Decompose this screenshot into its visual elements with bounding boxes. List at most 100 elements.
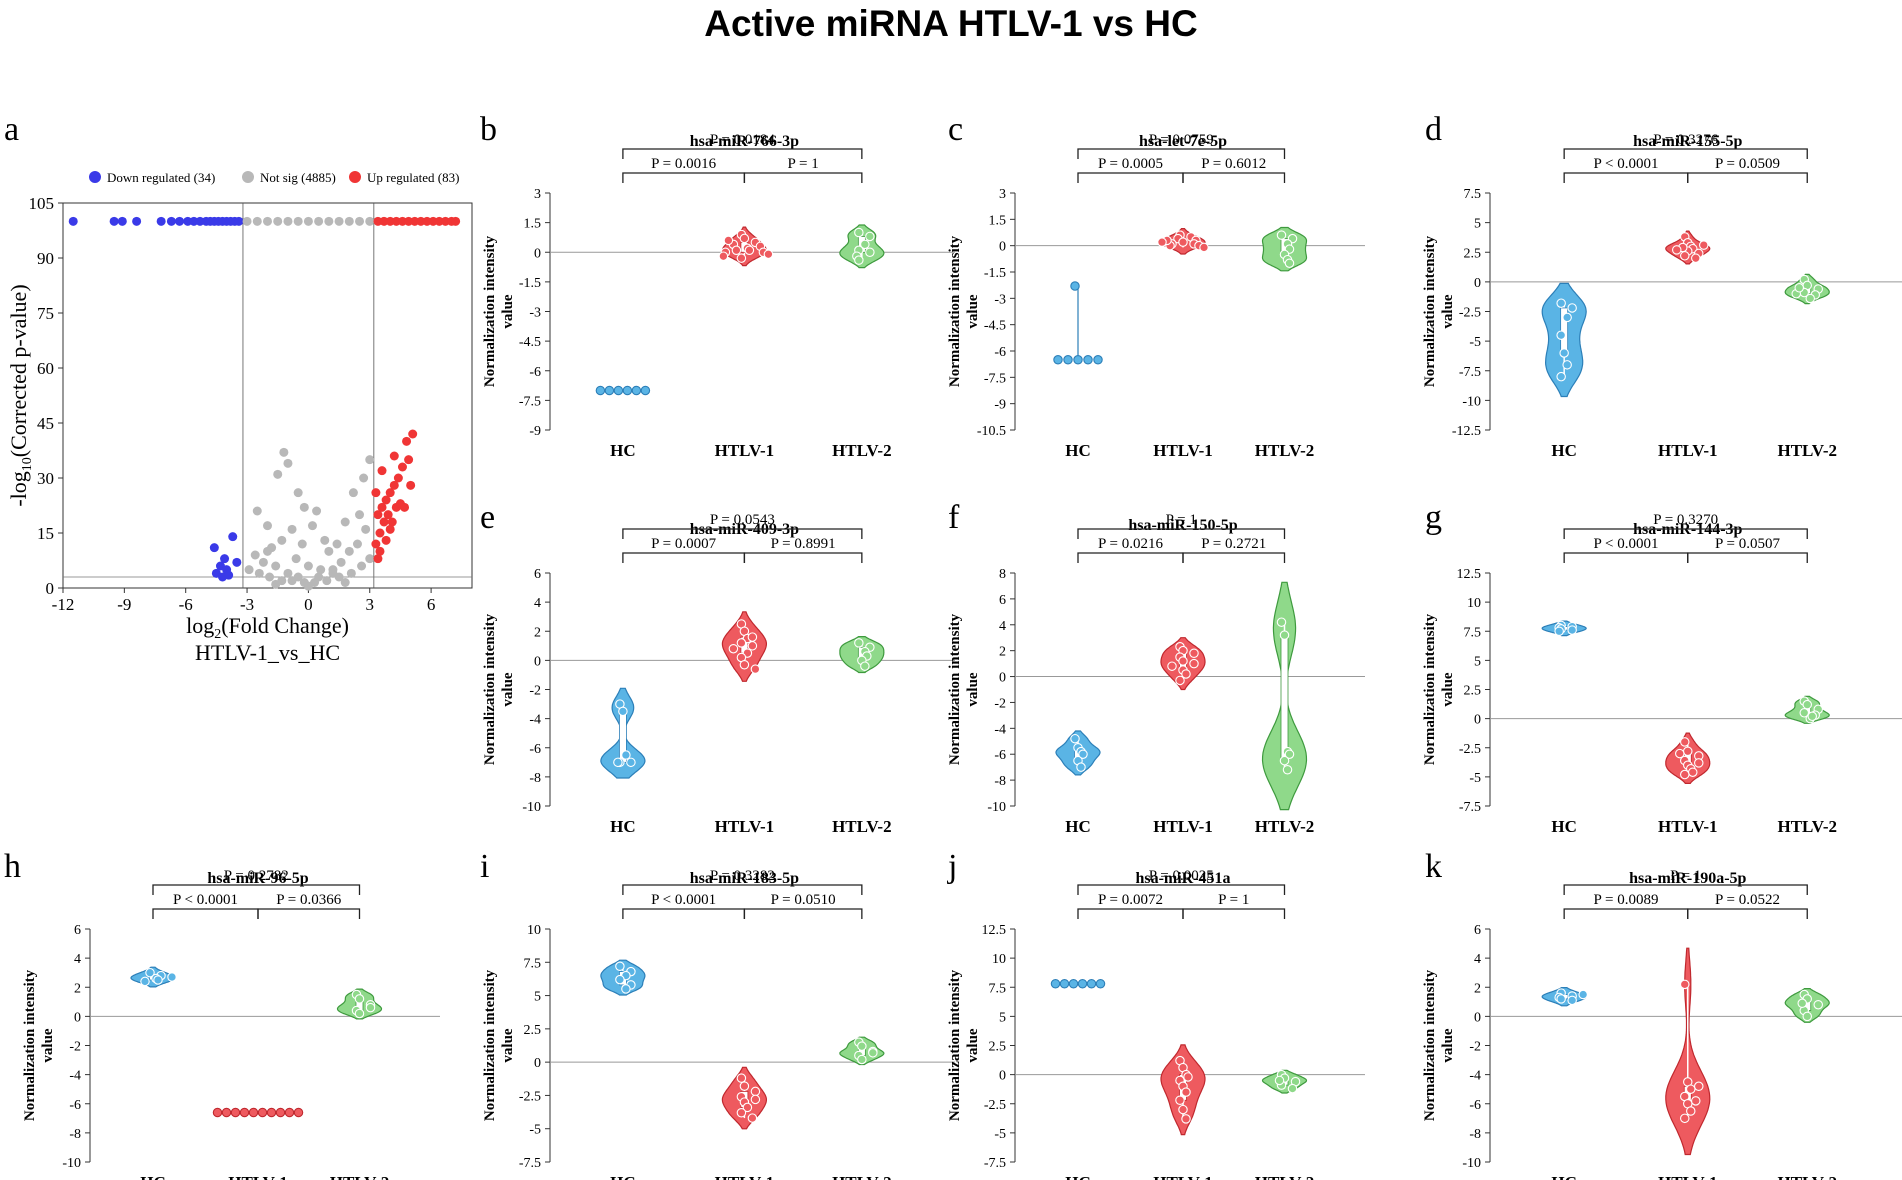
data-point (299, 502, 309, 512)
x-tick-label: HTLV-2 (330, 1173, 390, 1180)
data-point (406, 480, 416, 490)
data-point (379, 517, 389, 527)
group-hc (1053, 281, 1103, 365)
data-point (1070, 281, 1080, 291)
data-point (1083, 355, 1093, 365)
data-point (750, 1094, 761, 1105)
data-point (365, 455, 375, 465)
data-point (451, 216, 461, 226)
data-point (248, 1107, 259, 1118)
pvalue-label: P = 0.3276 (1653, 132, 1718, 148)
data-point (357, 561, 367, 571)
x-tick-label: HTLV-1 (1658, 1173, 1718, 1180)
data-point (860, 239, 870, 250)
data-point (293, 488, 303, 498)
y-axis-label: Normalization intensity value (947, 969, 981, 1121)
y-tick-label: 2 (999, 645, 1006, 660)
group-htlv-2 (336, 988, 383, 1020)
y-tick-label: 2.5 (1464, 684, 1482, 699)
pvalue-bracket: P = 0.2782 (152, 868, 361, 895)
data-point (1559, 348, 1569, 358)
data-point (140, 976, 150, 987)
bracket-line (622, 528, 863, 539)
data-point (1175, 675, 1185, 686)
data-point (297, 539, 307, 549)
y-tick-label: -10 (987, 800, 1006, 815)
data-point (230, 1107, 241, 1118)
x-tick-label: HC (1551, 817, 1577, 836)
data-point (1556, 994, 1566, 1004)
x-axis-label-2: HTLV-1_vs_HC (195, 640, 340, 665)
data-point (621, 750, 631, 760)
pvalue-bracket: P = 0.0072 (1077, 892, 1184, 919)
data-point (132, 216, 142, 226)
pvalue-bracket: P < 0.0001 (1563, 536, 1689, 563)
y-tick-label: 5 (1474, 217, 1481, 232)
data-point (1181, 1087, 1191, 1097)
pvalue-bracket: P = 0.0005 (1077, 156, 1184, 183)
group-hc (1541, 282, 1587, 398)
pvalue-label: P = 0.0366 (276, 892, 341, 908)
data-point (354, 1008, 365, 1019)
y-axis-label: Normalization intensity value (1422, 613, 1456, 765)
data-point (279, 447, 289, 457)
data-point (375, 528, 385, 538)
pvalue-label: P = 0.0072 (1098, 892, 1163, 908)
y-tick-label: 30 (37, 469, 54, 488)
data-point (736, 253, 747, 263)
bracket-line (743, 172, 863, 183)
pvalue-bracket: P < 0.0001 (622, 892, 746, 919)
bracket-line (1563, 552, 1689, 563)
data-point (322, 576, 332, 586)
data-point (320, 535, 330, 545)
x-tick-label: HC (1065, 441, 1091, 460)
data-point (1282, 765, 1293, 775)
y-tick-label: 0 (999, 671, 1006, 686)
bracket-line (1563, 172, 1689, 183)
y-tick-label: -2.5 (1459, 742, 1481, 757)
y-tick-label: -7.5 (984, 1156, 1006, 1171)
pvalue-bracket: P = 0.0759 (1077, 132, 1286, 159)
y-tick-label: -2 (529, 684, 541, 699)
pvalue-bracket: P = 0.0184 (622, 132, 863, 159)
data-point (736, 1073, 747, 1083)
legend-marker (349, 171, 361, 183)
data-point (744, 245, 755, 256)
data-point (750, 664, 761, 674)
data-point (371, 539, 381, 549)
data-point (750, 1086, 761, 1097)
panel-label-b: b (480, 111, 497, 148)
data-point (348, 488, 358, 498)
data-point (283, 216, 293, 226)
violin-panel-c: c 3 1.5 0 -1.5 -3 -4.5 -6 -7.5 -9 -10.5 Normalizati… (947, 111, 1365, 460)
data-point (293, 572, 303, 582)
y-tick-label: 45 (37, 414, 54, 433)
data-point (377, 502, 387, 512)
data-point (324, 216, 334, 226)
data-point (854, 227, 864, 238)
bracket-line (1182, 908, 1286, 919)
data-point (1556, 330, 1566, 340)
y-tick-label: 4 (999, 619, 1006, 634)
data-point (618, 706, 628, 717)
data-point (613, 385, 624, 396)
pvalue-label: P = 1 (1670, 868, 1701, 884)
data-point (303, 581, 313, 591)
y-tick-label: 6 (999, 593, 1006, 608)
x-tick-label: HTLV-2 (1255, 1173, 1315, 1180)
y-tick-label: 1.5 (989, 213, 1007, 228)
y-tick-label: -9 (994, 398, 1006, 413)
panel-label-g: g (1425, 499, 1442, 536)
y-tick-label: 60 (37, 359, 54, 378)
data-point (283, 568, 293, 578)
y-tick-label: 6 (74, 923, 81, 938)
y-tick-label: -10.5 (977, 424, 1006, 439)
data-point (854, 638, 864, 648)
legend-label: Up regulated (83) (367, 170, 459, 185)
y-tick-label: 0 (999, 240, 1006, 255)
y-tick-label: -10 (1462, 394, 1481, 409)
data-point (68, 216, 78, 226)
data-point (718, 251, 729, 261)
data-point (224, 570, 234, 580)
